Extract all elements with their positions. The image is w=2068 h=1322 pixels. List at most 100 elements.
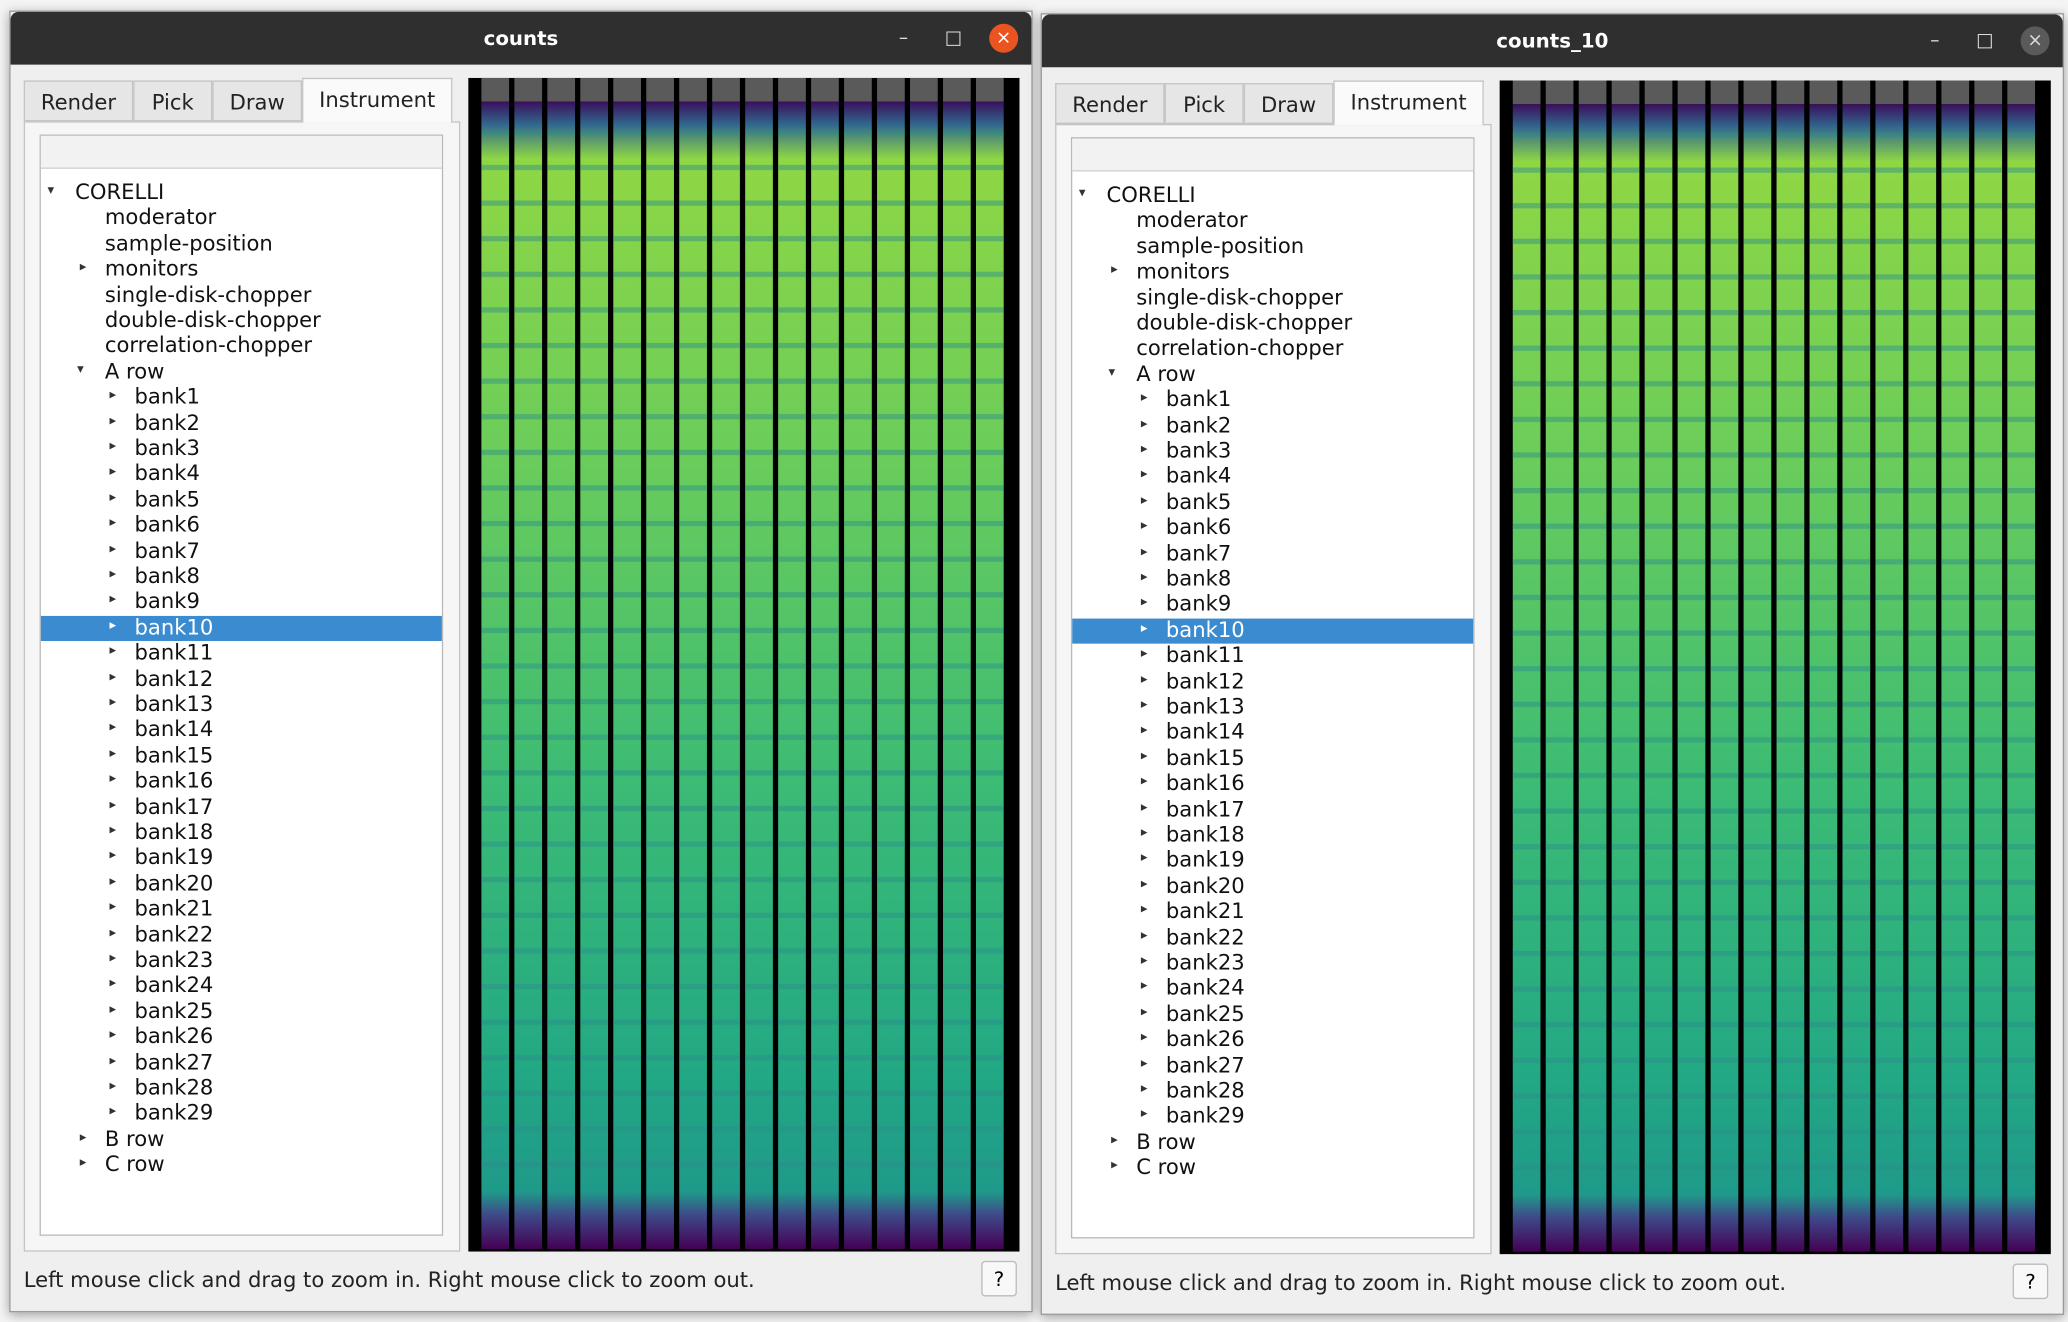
tree-item[interactable]: ▸ bank26 <box>1072 1026 1473 1053</box>
expand-arrow[interactable]: ▸ <box>109 643 117 659</box>
expand-arrow[interactable]: ▸ <box>109 1027 117 1043</box>
expand-arrow[interactable]: ▸ <box>1140 672 1148 687</box>
tree-item[interactable]: correlation-chopper <box>1072 336 1473 362</box>
expand-arrow[interactable]: ▸ <box>1140 876 1148 892</box>
tree-item[interactable]: ▸ bank3 <box>1072 438 1473 464</box>
expand-arrow[interactable]: ▸ <box>109 592 117 608</box>
tree-item[interactable]: ▸ bank25 <box>1072 1001 1473 1027</box>
tree-item[interactable]: ▸ bank21 <box>41 896 442 922</box>
tree-item[interactable]: ▸ bank29 <box>1072 1103 1473 1129</box>
tree-item[interactable]: ▸ bank2 <box>41 410 442 436</box>
expand-arrow[interactable]: ▸ <box>1140 595 1148 610</box>
tab[interactable]: Draw <box>1243 83 1334 124</box>
tree-item[interactable]: ▾ CORELLI <box>41 179 442 206</box>
expand-arrow[interactable]: ▸ <box>109 771 117 787</box>
expand-arrow[interactable]: ▸ <box>1140 902 1148 917</box>
tree-item[interactable]: sample-position <box>1072 233 1473 259</box>
expand-arrow[interactable]: ▸ <box>1140 927 1148 943</box>
expand-arrow[interactable]: ▸ <box>109 899 117 915</box>
tree-item[interactable]: ▸ bank10 <box>1072 617 1474 644</box>
tree-item[interactable]: ▸ bank8 <box>1072 566 1473 592</box>
tree-item[interactable]: ▸ bank9 <box>1072 591 1473 618</box>
tab[interactable]: Render <box>23 80 134 122</box>
tree-item[interactable]: moderator <box>41 205 442 231</box>
expand-arrow[interactable]: ▸ <box>79 1155 87 1171</box>
expand-arrow[interactable]: ▸ <box>109 822 117 838</box>
tree-item[interactable]: ▸ C row <box>1072 1154 1473 1181</box>
tree-item[interactable]: single-disk-chopper <box>41 282 442 308</box>
tree-item[interactable]: ▸ bank12 <box>1072 668 1473 694</box>
expand-arrow[interactable]: ▸ <box>1140 953 1148 969</box>
tree-item[interactable]: ▸ bank25 <box>41 998 442 1024</box>
expand-arrow[interactable]: ▸ <box>109 388 117 403</box>
tree-item[interactable]: ▸ bank28 <box>1072 1078 1473 1104</box>
tree-item[interactable]: ▾ CORELLI <box>1072 182 1473 208</box>
tree-item[interactable]: ▸ bank3 <box>41 435 442 462</box>
expand-arrow[interactable]: ▾ <box>47 183 55 198</box>
tree-item[interactable]: ▸ bank1 <box>41 384 442 410</box>
tree-item[interactable]: ▸ bank1 <box>1072 387 1473 413</box>
expand-arrow[interactable]: ▸ <box>109 464 117 480</box>
tree-item[interactable]: ▸ bank10 <box>40 614 442 641</box>
expand-arrow[interactable]: ▸ <box>1140 416 1148 431</box>
expand-arrow[interactable]: ▸ <box>109 976 117 992</box>
expand-arrow[interactable]: ▸ <box>1140 493 1148 508</box>
tree-item[interactable]: ▸ bank28 <box>41 1075 442 1101</box>
tree-item[interactable]: ▸ bank13 <box>41 691 442 717</box>
close-button[interactable]: × <box>989 23 1019 53</box>
expand-arrow[interactable]: ▸ <box>109 797 117 812</box>
tree-item[interactable]: ▸ bank4 <box>41 461 442 487</box>
expand-arrow[interactable]: ▸ <box>1140 697 1148 713</box>
expand-arrow[interactable]: ▸ <box>1140 1004 1148 1020</box>
tree-item[interactable]: ▸ bank20 <box>41 870 442 897</box>
expand-arrow[interactable]: ▸ <box>1140 544 1148 559</box>
expand-arrow[interactable]: ▸ <box>1140 1055 1148 1071</box>
expand-arrow[interactable]: ▸ <box>109 669 117 684</box>
expand-arrow[interactable]: ▸ <box>109 848 117 864</box>
tree-item[interactable]: ▸ bank20 <box>1072 873 1473 899</box>
expand-arrow[interactable]: ▸ <box>1111 1158 1118 1173</box>
expand-arrow[interactable]: ▸ <box>79 1130 87 1145</box>
tab[interactable]: Draw <box>212 80 303 122</box>
tree-item[interactable]: ▸ C row <box>41 1152 442 1178</box>
expand-arrow[interactable]: ▸ <box>1140 1107 1148 1122</box>
tree-item[interactable]: ▸ bank15 <box>1072 745 1473 771</box>
help-button[interactable]: ? <box>981 1260 1017 1297</box>
expand-arrow[interactable]: ▸ <box>1140 646 1148 662</box>
expand-arrow[interactable]: ▾ <box>1108 365 1116 380</box>
expand-arrow[interactable]: ▸ <box>109 1104 117 1119</box>
tree-item[interactable]: ▸ bank18 <box>1072 822 1473 848</box>
tree-item[interactable]: ▸ bank15 <box>41 742 442 769</box>
tab[interactable]: Render <box>1055 83 1165 124</box>
tree-item[interactable]: ▸ bank17 <box>1072 796 1473 822</box>
expand-arrow[interactable]: ▸ <box>109 413 117 429</box>
tree-item[interactable]: ▸ monitors <box>41 256 442 282</box>
tree-item[interactable]: ▸ bank11 <box>1072 643 1473 669</box>
tree-item[interactable]: ▸ bank29 <box>41 1100 442 1127</box>
tree-item[interactable]: ▸ bank16 <box>1072 770 1473 797</box>
tree-item[interactable]: ▸ monitors <box>1072 259 1473 285</box>
expand-arrow[interactable]: ▾ <box>77 362 84 377</box>
tree-item[interactable]: ▸ bank19 <box>1072 847 1473 874</box>
tree-item[interactable]: ▸ bank13 <box>1072 694 1473 720</box>
tree-item[interactable]: ▸ bank12 <box>41 666 442 692</box>
tab[interactable]: Pick <box>133 80 213 122</box>
expand-arrow[interactable]: ▸ <box>1140 1081 1148 1097</box>
expand-arrow[interactable]: ▸ <box>1140 390 1148 406</box>
tree-item[interactable]: ▸ bank6 <box>1072 515 1473 541</box>
tree-item[interactable]: ▸ bank19 <box>41 845 442 871</box>
tree-item[interactable]: ▸ B row <box>1072 1129 1473 1155</box>
expand-arrow[interactable]: ▸ <box>1140 825 1148 841</box>
tree-item[interactable]: ▸ bank6 <box>41 512 442 538</box>
tree-item[interactable]: ▸ bank24 <box>1072 975 1473 1002</box>
tree-item[interactable]: ▸ bank8 <box>41 563 442 589</box>
tree-item[interactable]: ▸ bank7 <box>41 538 442 564</box>
expand-arrow[interactable]: ▸ <box>1140 851 1148 866</box>
tab[interactable]: Instrument <box>1333 80 1484 126</box>
tree-item[interactable]: correlation-chopper <box>41 333 442 359</box>
expand-arrow[interactable]: ▸ <box>109 1002 117 1017</box>
expand-arrow[interactable]: ▸ <box>1111 262 1118 278</box>
tree-item[interactable]: ▸ bank24 <box>41 973 442 999</box>
expand-arrow[interactable]: ▸ <box>1140 441 1148 457</box>
expand-arrow[interactable]: ▸ <box>109 490 117 505</box>
